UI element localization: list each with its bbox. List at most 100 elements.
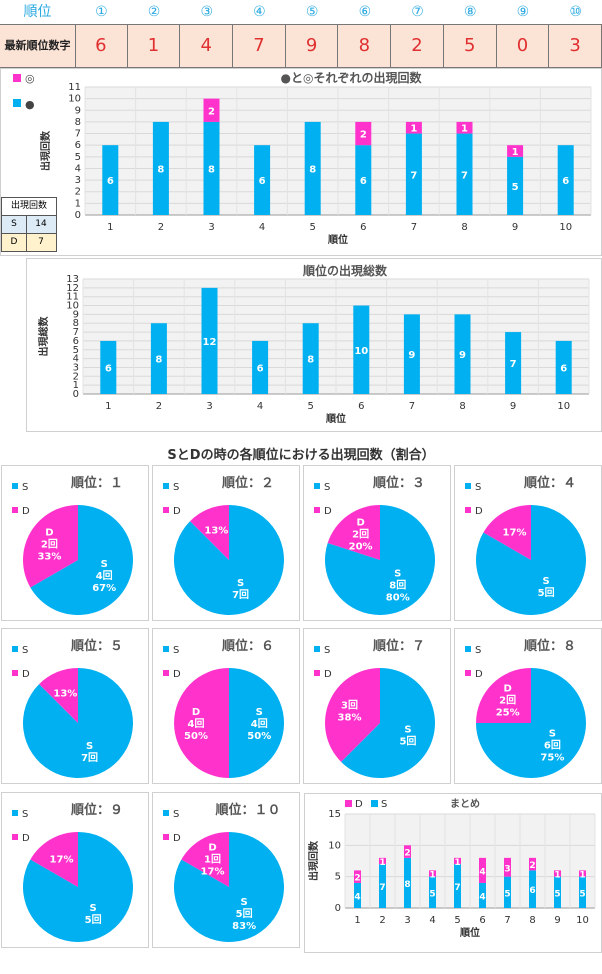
bar-chart-2: 0123456789101112131628312465861079899710…: [37, 263, 590, 425]
x-axis-label: 順位: [327, 233, 348, 246]
bar: [529, 870, 536, 908]
latest-digit-cell: 7: [233, 25, 286, 67]
pie-slice-d: [39, 668, 78, 723]
legend-swatch-d: [12, 507, 18, 513]
x-tick-label: 2: [379, 915, 385, 926]
pie-title: 順位：２: [222, 475, 274, 491]
rank-header-cell: ⑩: [569, 4, 582, 20]
pie-slice-s: [229, 668, 285, 778]
data-label: 6: [259, 176, 266, 187]
rank-header-cell: ①: [95, 4, 108, 20]
bar: [479, 857, 486, 883]
data-label: 4: [479, 867, 485, 877]
pie-slice-s: [22, 832, 133, 942]
bar: [579, 870, 586, 877]
data-label: 8: [208, 164, 215, 175]
pie-slice-d: [325, 668, 380, 762]
x-tick-label: 9: [510, 401, 516, 412]
y-tick-label: 5: [75, 152, 81, 163]
pie-chart-panel: 順位：５ S D S 7回 13%: [1, 628, 149, 784]
rank-header-cell: ⑧: [463, 4, 477, 20]
y-tick-label: 0: [75, 210, 81, 221]
legend-label: D: [173, 669, 181, 680]
bar: [456, 121, 473, 134]
bar: [555, 340, 572, 394]
data-label: 1: [554, 871, 560, 881]
data-label: 10: [354, 346, 368, 357]
data-label: 1: [579, 871, 585, 881]
data-label: 5: [554, 889, 560, 899]
data-label: 8: [307, 355, 314, 366]
x-tick-label: 5: [310, 222, 316, 233]
pie-label-s: S 5回: [538, 576, 555, 599]
bar: [403, 314, 420, 394]
data-label: 8: [155, 355, 162, 366]
x-tick-label: 4: [429, 915, 435, 926]
rank-header-cell: ⑦: [411, 4, 424, 20]
rank-header-label: 順位: [23, 4, 52, 20]
bar: [354, 882, 361, 908]
pie-label-d: D 2回 33%: [37, 528, 61, 563]
pie-label-s: S 7回: [232, 578, 249, 601]
y-tick-label: 6: [73, 336, 79, 347]
bar: [304, 121, 321, 215]
pie-chart: 順位：８ S D S 6回 75% D 2回 25%: [465, 638, 586, 778]
data-label: 8: [404, 880, 410, 890]
legend-swatch-d: [314, 670, 320, 676]
data-label: 2: [354, 874, 360, 884]
y-tick-label: 7: [73, 327, 79, 338]
x-tick-label: 1: [354, 915, 360, 926]
legend-swatch-d: [163, 507, 169, 513]
count-table-value: 7: [38, 237, 44, 247]
data-label: 6: [105, 363, 112, 374]
y-tick-label: 13: [66, 274, 79, 285]
y-tick-label: 8: [73, 318, 79, 329]
x-tick-label: 10: [559, 222, 572, 233]
data-label: 6: [529, 886, 535, 896]
bar: [554, 876, 561, 908]
bar: [529, 857, 536, 871]
x-tick-label: 8: [461, 222, 467, 233]
x-tick-label: 10: [557, 401, 570, 412]
pie-title: 順位：４: [524, 475, 576, 491]
bar: [150, 323, 167, 394]
bar: [355, 121, 372, 146]
pie-label-s: S 4回 50%: [247, 707, 271, 742]
pie-chart-panel: 順位：４ S D S 5回 17%: [454, 465, 602, 621]
bar: [404, 845, 411, 858]
legend-swatch-s: [13, 99, 21, 107]
data-label: 6: [560, 363, 567, 374]
summary-stacked-bar-chart: 0510151422713824515716447538629511051順位出…: [307, 798, 596, 939]
x-tick-label: 2: [158, 222, 164, 233]
data-label: 1: [429, 871, 435, 881]
latest-digit-cell: 9: [286, 25, 339, 67]
bar: [201, 287, 218, 394]
legend-swatch-s: [12, 483, 18, 489]
legend-swatch-s: [163, 483, 169, 489]
count-table-key: D: [2, 234, 27, 251]
y-tick-label: 0: [73, 389, 79, 400]
legend-swatch-s: [371, 800, 378, 807]
latest-digit-cell: 4: [180, 25, 234, 67]
bar: [504, 857, 511, 877]
legend-label: S: [22, 645, 28, 656]
pie-label-s: S 6回 75%: [540, 728, 564, 763]
legend-swatch-d: [12, 670, 18, 676]
data-label: 7: [510, 359, 517, 370]
bar: [557, 145, 574, 215]
x-tick-label: 3: [404, 915, 410, 926]
data-label: 6: [360, 176, 367, 187]
data-label: 6: [257, 363, 264, 374]
pie-slice-d: [327, 505, 380, 560]
x-tick-label: 4: [257, 401, 263, 412]
chart-title: 順位の出現総数: [302, 263, 388, 278]
bar: [405, 133, 422, 215]
data-label: 8: [309, 164, 316, 175]
pie-title: 順位：７: [373, 638, 425, 654]
legend-swatch-d: [163, 670, 169, 676]
pie-label-d: D 2回 25%: [496, 684, 520, 719]
rank-header-cell: ④: [253, 4, 266, 20]
data-label: 5: [504, 889, 510, 899]
